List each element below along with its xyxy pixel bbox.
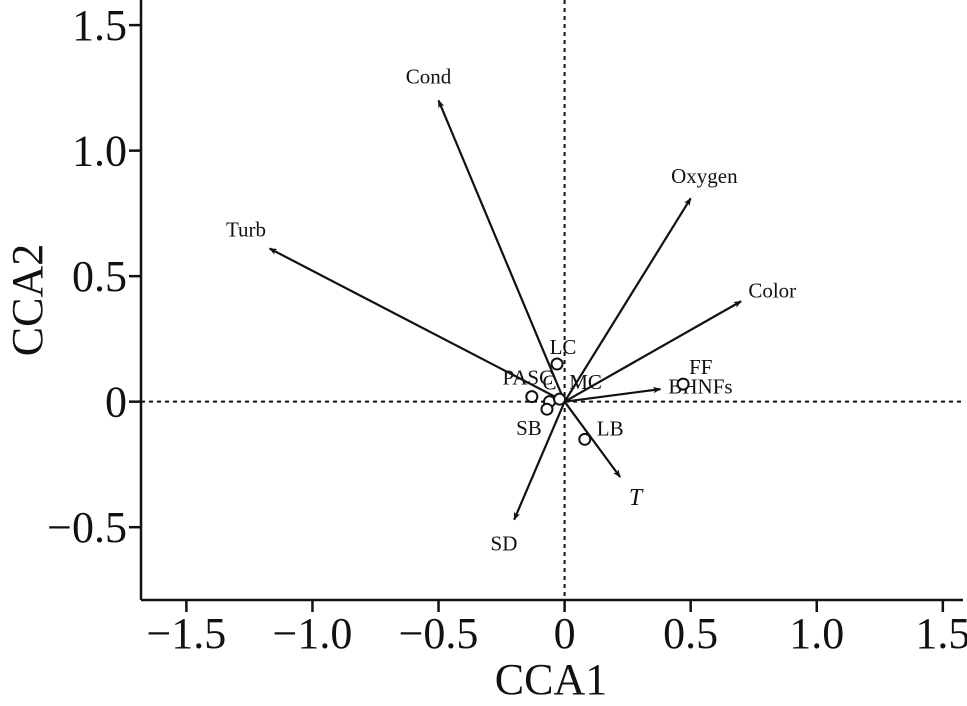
- vector-label-cond: Cond: [406, 64, 452, 88]
- point-mc: [553, 392, 567, 406]
- point-lc: [550, 357, 564, 371]
- point-lb: [578, 432, 592, 446]
- x-axis-title: CCA1: [495, 655, 607, 704]
- vector-bhnfs: [564, 386, 662, 403]
- point-label-lb: LB: [597, 416, 624, 440]
- point-pasc: [525, 390, 539, 404]
- vector-label-sd: SD: [491, 532, 518, 556]
- x-tick-label: −1.0: [273, 609, 353, 658]
- point-label-ff: FF: [689, 355, 712, 379]
- vector-oxygen: [563, 197, 692, 403]
- x-tick-label: −1.5: [146, 609, 226, 658]
- y-tick-label: 1.0: [72, 127, 127, 176]
- point-label-sb: SB: [516, 416, 542, 440]
- point-ff: [676, 377, 690, 391]
- point-sb: [540, 402, 554, 416]
- vector-turb: [268, 247, 566, 403]
- x-tick-label: 0.5: [663, 609, 718, 658]
- vector-label-color: Color: [748, 278, 796, 302]
- point-label-lc: LC: [550, 335, 577, 359]
- vector-color: [564, 300, 742, 403]
- point-label-c: C: [542, 371, 556, 395]
- axes: −1.5 −1.0 −0.5 0 0.5 1.0 1.5 −0.5 0 0.5 1.0 1.5: [47, 0, 967, 658]
- x-tick-label: 0: [554, 609, 576, 658]
- x-tick-label: 1.5: [915, 609, 967, 658]
- y-tick-label: 0.5: [72, 252, 127, 301]
- vector-sd: [513, 401, 566, 521]
- x-tick-label: 1.0: [789, 609, 844, 658]
- vector-t: [563, 401, 621, 478]
- vector-label-oxygen: Oxygen: [671, 164, 738, 188]
- vector-label-turb: Turb: [226, 218, 266, 242]
- zero-reference-lines: [141, 0, 963, 600]
- vector-cond: [437, 99, 566, 403]
- vector-label-t: T: [629, 485, 644, 511]
- y-tick-label: 1.5: [72, 1, 127, 50]
- x-tick-label: −0.5: [399, 609, 479, 658]
- y-tick-label: −0.5: [47, 503, 127, 552]
- y-tick-label: 0: [105, 378, 127, 427]
- y-axis-title: CCA2: [3, 244, 52, 356]
- point-label-pasc: PASC: [503, 366, 554, 390]
- point-label-mc: MC: [569, 370, 602, 394]
